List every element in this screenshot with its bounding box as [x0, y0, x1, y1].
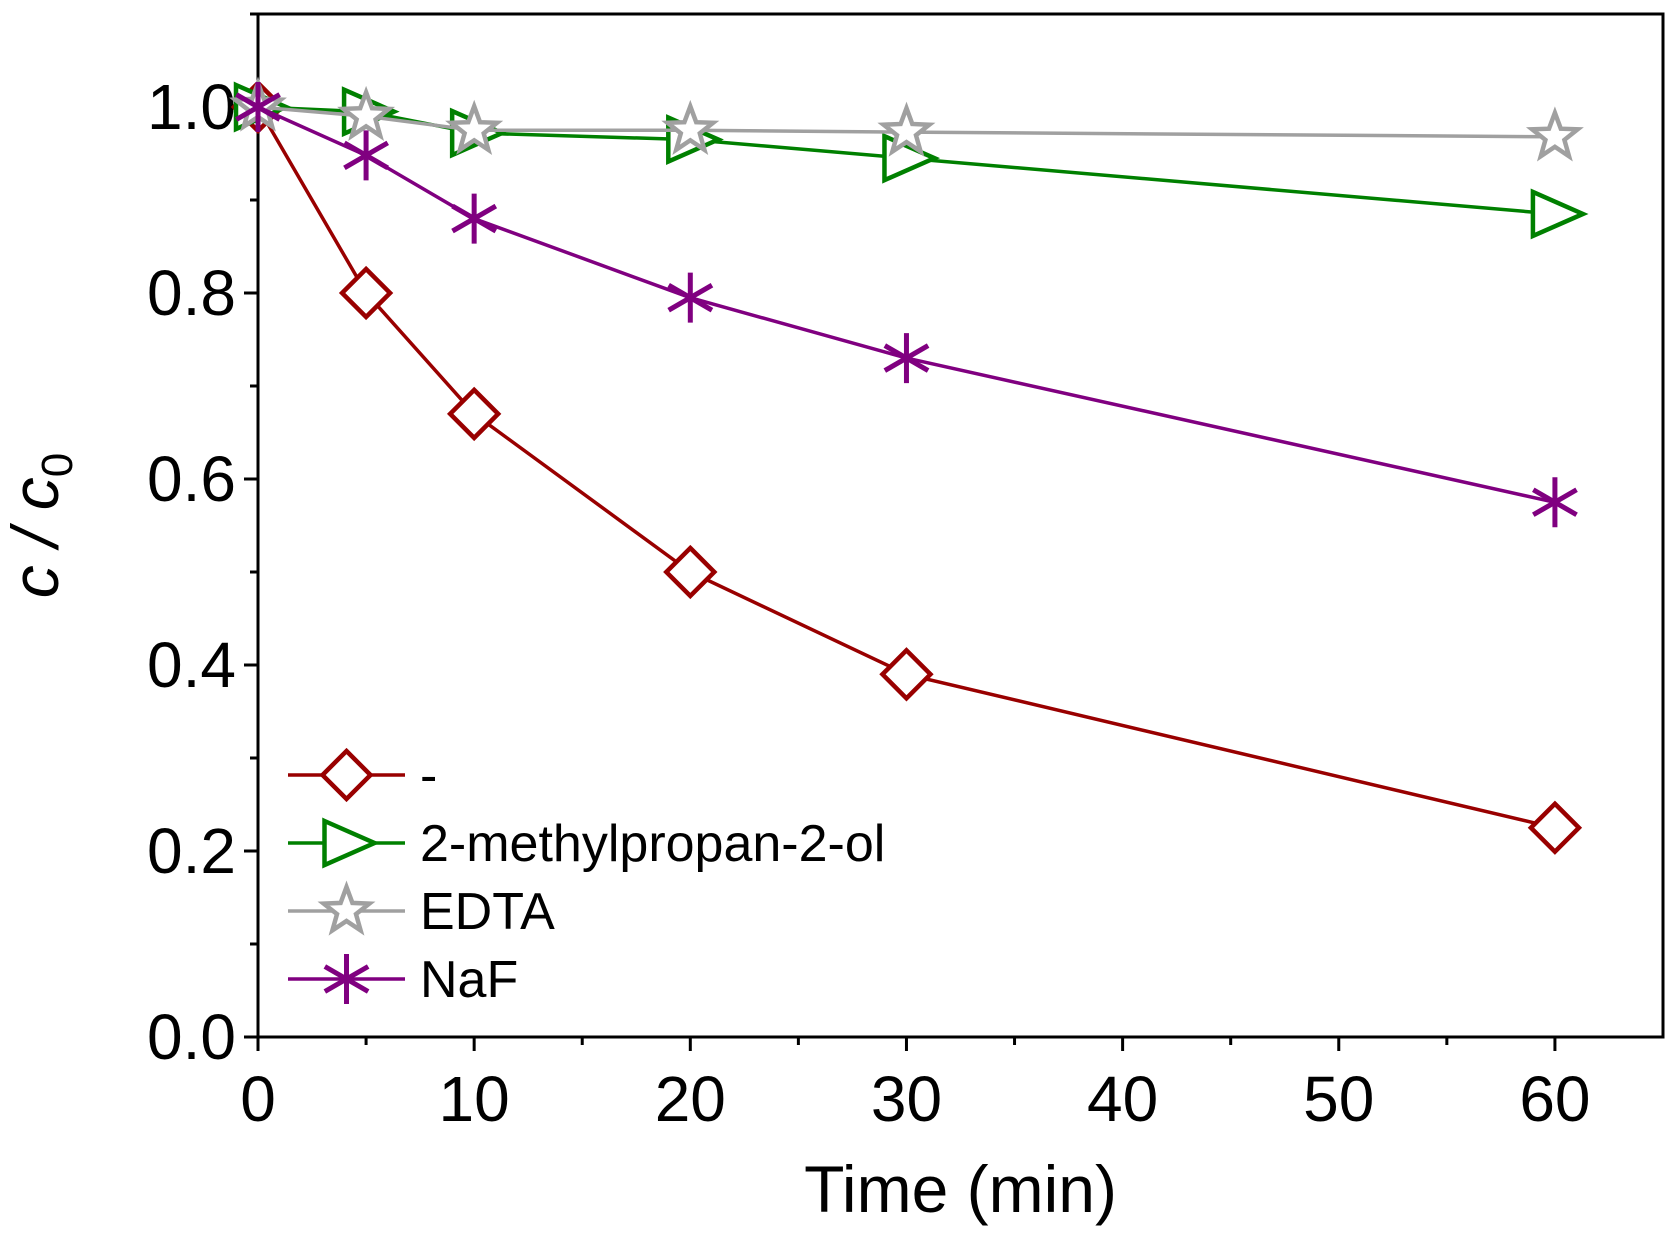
series-line — [256, 106, 1556, 830]
x-tick-label: 20 — [655, 1063, 726, 1135]
legend-label: 2-methylpropan-2-ol — [420, 815, 885, 873]
asterisk-stroke — [451, 203, 498, 234]
legend-item: NaF — [288, 951, 518, 1009]
series-triangle-right — [233, 81, 1589, 240]
asterisk-stroke — [883, 343, 930, 373]
x-tick-label: 30 — [871, 1063, 942, 1135]
x-tick-label: 10 — [439, 1063, 510, 1135]
legend-label: - — [420, 747, 437, 805]
legend: - 2-methylpropan-2-ol EDTA NaF — [288, 747, 885, 1009]
x-tick-label: 60 — [1519, 1063, 1590, 1135]
legend-item: 2-methylpropan-2-ol — [288, 815, 885, 873]
y-tick-label: 0.6 — [147, 443, 236, 515]
star-marker — [337, 85, 396, 141]
diamond-marker — [879, 647, 934, 702]
star-marker — [1525, 106, 1584, 162]
asterisk-marker — [451, 193, 498, 244]
legend-label: EDTA — [420, 883, 555, 941]
asterisk-stroke — [1532, 487, 1578, 517]
y-axis-title-subscript: 0 — [33, 453, 82, 477]
diamond-marker — [1527, 800, 1583, 855]
y-tick-label: 0.2 — [147, 815, 236, 887]
triangle-marker — [1530, 188, 1589, 240]
diamond-marker — [663, 544, 718, 600]
asterisk-marker — [235, 82, 281, 132]
plot-frame — [256, 12, 1665, 1039]
y-axis-title-main: c / c — [0, 477, 72, 598]
y-tick-label: 0.4 — [147, 629, 236, 701]
asterisk-stroke — [343, 140, 389, 171]
diamond-marker — [338, 265, 394, 321]
asterisk-marker — [323, 954, 370, 1004]
legend-item: - — [288, 747, 437, 805]
star-marker — [877, 101, 936, 157]
asterisk-stroke — [667, 282, 714, 313]
legend-item: EDTA — [288, 880, 555, 941]
asterisk-stroke — [323, 964, 370, 994]
asterisk-marker — [343, 130, 389, 181]
asterisk-marker — [883, 333, 930, 384]
x-axis-title: Time (min) — [804, 1152, 1117, 1226]
diamond-marker — [319, 747, 374, 803]
asterisk-marker — [1532, 477, 1578, 528]
axes: 0 10 20 30 40 50 60 0.0 0.2 0.4 0.6 0.8 1.0 — [147, 12, 1665, 1135]
star-marker — [445, 99, 504, 155]
star-marker — [317, 880, 376, 936]
star-marker — [661, 99, 720, 155]
series-layer — [229, 76, 1589, 855]
x-tick-label: 0 — [240, 1063, 276, 1135]
y-tick-label: 1.0 — [147, 71, 236, 143]
y-tick-label: 0.0 — [147, 1001, 236, 1073]
diamond-marker — [446, 386, 502, 442]
y-tick-label: 0.8 — [147, 257, 236, 329]
asterisk-stroke — [235, 92, 281, 122]
x-tick-label: 40 — [1087, 1063, 1158, 1135]
triangle-marker — [322, 817, 381, 869]
x-tick-label: 50 — [1303, 1063, 1374, 1135]
legend-label: NaF — [420, 951, 518, 1009]
y-axis-title: c / c0 — [0, 453, 82, 599]
series-asterisk — [235, 82, 1578, 528]
asterisk-marker — [667, 272, 714, 323]
